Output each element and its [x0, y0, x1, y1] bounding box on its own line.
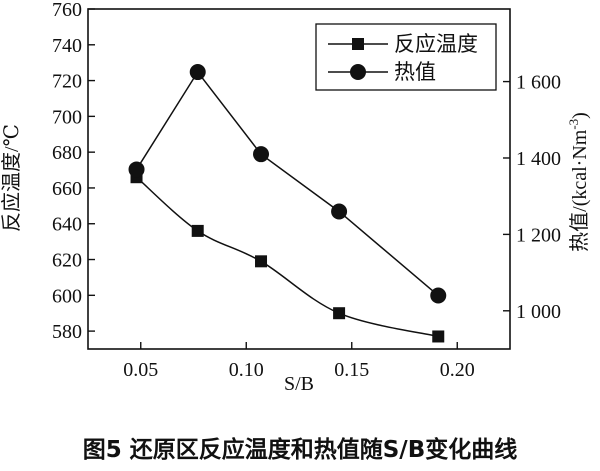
x-tick-label: 0.20 — [440, 359, 475, 381]
figure-caption: 图5 还原区反应温度和热值随S/B变化曲线 — [82, 437, 518, 463]
data-point-temperature — [432, 330, 445, 343]
left-tick-label: 740 — [52, 35, 82, 57]
left-tick-label: 600 — [52, 285, 82, 307]
right-axis-ticks: 1 000 1 200 1 400 1 600 — [503, 72, 561, 323]
right-tick-label: 1 000 — [516, 301, 561, 323]
left-tick-label: 640 — [52, 214, 82, 236]
legend: 反应温度 热值 — [315, 23, 497, 91]
right-tick-label: 1 400 — [516, 148, 561, 170]
left-tick-label: 580 — [52, 321, 82, 343]
right-axis-title-sup: -3 — [566, 119, 581, 130]
left-tick-label: 660 — [52, 178, 82, 200]
left-tick-label: 620 — [52, 250, 82, 272]
data-point-temperature — [333, 307, 346, 320]
x-axis-ticks: 0.05 0.10 0.15 0.20 — [123, 342, 475, 381]
x-tick-label: 0.15 — [334, 359, 369, 381]
legend-entry-temperature: 反应温度 — [328, 32, 478, 56]
x-tick-label: 0.05 — [123, 359, 158, 381]
left-axis-title: 反应温度/℃ — [0, 124, 23, 232]
legend-label-heating-value: 热值 — [394, 60, 436, 84]
legend-box — [315, 23, 497, 91]
data-point-temperature — [191, 224, 204, 237]
legend-entry-heating-value: 热值 — [328, 60, 436, 84]
right-axis-title: 热值/(kcal·Nm-3) — [566, 112, 591, 252]
data-point-heating-value — [189, 64, 206, 81]
data-point-heating-value — [253, 146, 270, 163]
left-axis-ticks: 580 600 620 640 660 680 700 720 740 760 — [52, 0, 95, 343]
data-point-temperature — [255, 255, 268, 268]
data-point-heating-value — [430, 287, 447, 304]
series-line-heating-value — [135, 70, 439, 297]
data-point-heating-value — [128, 161, 145, 178]
plot-frame — [87, 8, 511, 350]
left-tick-label: 680 — [52, 142, 82, 164]
series-layer — [128, 64, 447, 343]
right-axis-title-main: 热值/(kcal·Nm — [568, 129, 591, 252]
x-tick-label: 0.10 — [229, 359, 264, 381]
right-axis-title-end: ) — [569, 112, 591, 119]
legend-marker-circle — [350, 64, 366, 80]
x-axis-title: S/B — [284, 373, 314, 395]
data-point-heating-value — [331, 203, 348, 220]
left-tick-label: 700 — [52, 106, 82, 128]
left-tick-label: 760 — [52, 0, 82, 21]
left-tick-label: 720 — [52, 71, 82, 93]
legend-marker-square — [352, 38, 364, 50]
right-tick-label: 1 200 — [516, 224, 561, 246]
legend-label-temperature: 反应温度 — [394, 32, 478, 56]
right-tick-label: 1 600 — [516, 72, 561, 94]
